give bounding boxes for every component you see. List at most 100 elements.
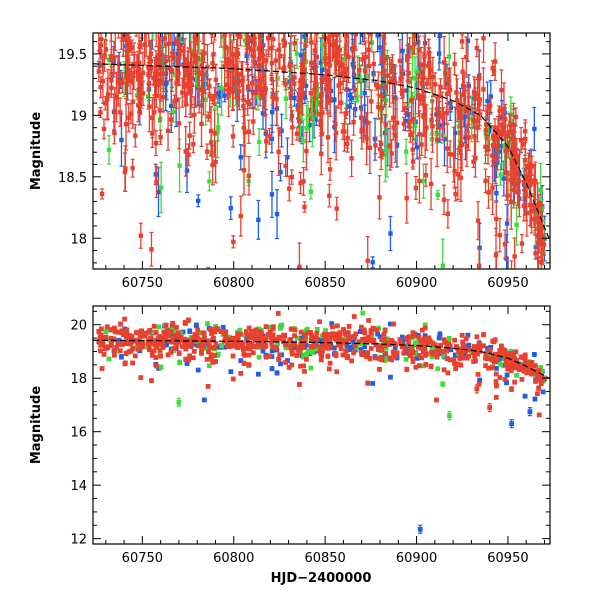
marker [303,83,309,89]
red-data-point [367,121,373,175]
red-data-point [116,33,121,39]
marker [184,168,190,173]
red-data-point [412,33,417,55]
marker [537,227,542,232]
marker [398,76,403,81]
marker [494,324,498,328]
marker [235,95,241,101]
red-data-point [402,102,408,115]
marker [486,129,492,134]
red-data-point [244,33,249,54]
red-data-point [521,190,527,222]
green-data-point [440,238,445,269]
red-data-point [434,112,440,168]
marker [215,12,219,16]
marker [490,65,495,71]
marker [538,188,543,193]
red-data-point [247,0,251,18]
red-data-point [481,33,486,63]
red-data-point [162,21,166,32]
marker [150,131,155,136]
green-data-point [172,33,177,34]
marker [513,114,519,120]
marker [307,122,312,128]
marker [121,35,126,40]
marker [290,125,295,130]
marker [428,68,433,73]
red-data-point [389,139,394,168]
marker [289,174,294,180]
red-data-point [441,35,447,90]
marker [203,97,208,102]
marker [459,114,464,119]
marker [101,126,107,132]
marker [377,195,382,200]
marker [277,53,283,59]
marker [173,38,178,44]
marker [430,124,435,129]
marker [512,254,517,259]
marker [278,169,283,175]
marker [328,42,333,48]
marker [330,33,335,38]
marker [138,73,143,79]
red-data-point [391,0,395,10]
red-data-point [428,51,433,89]
marker [481,36,486,41]
red-data-point [338,91,344,114]
marker [176,121,182,126]
red-data-point [421,96,426,137]
marker [310,116,315,122]
marker [503,116,508,122]
marker [246,34,251,40]
red-data-point [270,33,276,47]
red-data-point [352,33,357,76]
red-data-point [297,242,302,269]
marker [238,155,244,160]
marker [376,85,381,90]
marker [507,129,512,135]
marker [249,48,255,53]
marker [411,28,415,32]
marker [257,62,263,68]
marker [493,157,498,163]
marker [383,152,388,158]
marker [387,80,392,85]
marker [99,191,105,197]
marker [197,27,201,31]
red-data-point [274,72,279,126]
red-data-point [413,175,419,200]
marker [506,147,511,152]
marker [304,148,309,154]
marker [338,80,343,86]
red-data-point [180,77,185,108]
marker [153,172,158,177]
marker [175,50,180,56]
marker [238,34,243,40]
marker [269,136,275,142]
marker [98,36,104,42]
red-data-point [178,46,184,56]
red-data-point [277,43,283,69]
marker [149,66,154,71]
marker [173,72,178,78]
marker [240,78,245,83]
red-data-point [191,135,196,154]
marker [171,109,176,115]
red-data-point [334,35,339,72]
marker [320,42,325,47]
red-data-point [406,62,411,84]
marker [350,48,356,53]
marker [460,69,465,74]
marker [325,135,331,140]
red-data-point [492,42,498,81]
marker [262,90,268,95]
red-data-point [276,33,282,70]
marker [127,40,133,46]
marker [424,125,429,130]
red-data-point [105,69,111,120]
green-data-point [294,38,300,70]
marker [444,91,450,97]
red-data-point [165,111,171,151]
red-data-point [494,129,499,142]
